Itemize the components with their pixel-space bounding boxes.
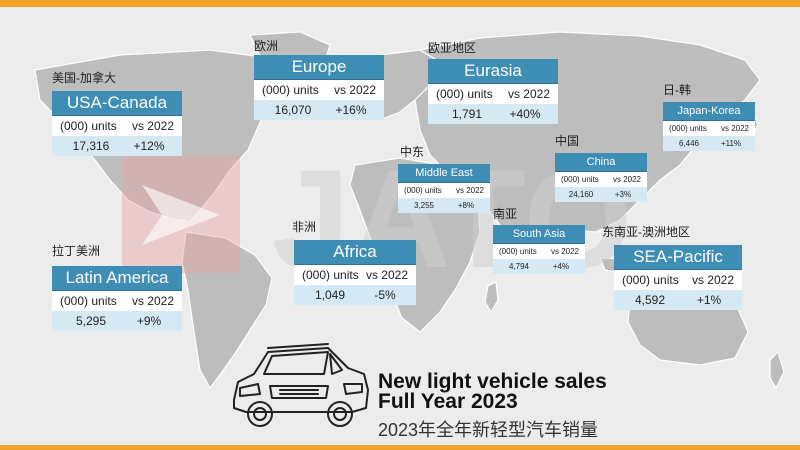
change-value: +11% (720, 139, 742, 148)
value-row: 16,070 +16% (254, 100, 384, 120)
car-icon (233, 343, 369, 427)
units-header: (000) units (60, 119, 117, 133)
column-headers: (000) units vs 2022 (52, 291, 182, 311)
vs-header: vs 2022 (131, 294, 174, 308)
region-name: China (555, 153, 647, 172)
region-box-china: 中国 China (000) units vs 2022 24,160 +3% (555, 134, 647, 202)
vs-header: vs 2022 (455, 186, 484, 195)
units-header: (000) units (622, 273, 679, 287)
region-label-cn: 非洲 (292, 220, 317, 234)
change-value: +4% (552, 262, 570, 271)
units-value: 6,446 (678, 139, 700, 148)
vs-header: vs 2022 (131, 119, 174, 133)
top-accent-bar (0, 0, 800, 7)
region-box-latin-america: 拉丁美洲 Latin America (000) units vs 2022 5,… (52, 244, 182, 331)
vs-header: vs 2022 (507, 87, 550, 101)
value-row: 17,316 +12% (52, 136, 182, 156)
vs-header: vs 2022 (365, 268, 408, 282)
region-name: South Asia (493, 225, 585, 244)
region-box-middle-east: 中东 Middle East (000) units vs 2022 3,255 +… (398, 145, 490, 213)
value-row: 3,255 +8% (398, 198, 490, 213)
units-header: (000) units (262, 83, 319, 97)
change-value: +9% (136, 314, 162, 328)
units-header: (000) units (302, 268, 359, 282)
vs-header: vs 2022 (612, 175, 641, 184)
region-label-cn: 南亚 (493, 207, 518, 221)
units-value: 4,592 (634, 293, 666, 307)
column-headers: (000) units vs 2022 (52, 116, 182, 136)
region-label-cn: 美国-加拿大 (52, 71, 116, 85)
vs-header: vs 2022 (691, 273, 734, 287)
column-headers: (000) units vs 2022 (428, 84, 558, 104)
region-name: SEA-Pacific (614, 245, 742, 270)
value-row: 1,791 +40% (428, 104, 558, 124)
region-label-cn: 欧亚地区 (428, 41, 477, 55)
units-value: 17,316 (72, 139, 110, 153)
column-headers: (000) units vs 2022 (663, 121, 755, 136)
region-name: Middle East (398, 164, 490, 183)
title-line-2: Full Year 2023 (378, 390, 518, 413)
column-headers: (000) units vs 2022 (614, 270, 742, 290)
units-value: 3,255 (413, 201, 435, 210)
region-label-cn: 欧洲 (254, 39, 279, 53)
value-row: 4,794 +4% (493, 259, 585, 274)
value-row: 24,160 +3% (555, 187, 647, 202)
column-headers: (000) units vs 2022 (493, 244, 585, 259)
column-headers: (000) units vs 2022 (254, 80, 384, 100)
region-name: Japan-Korea (663, 102, 755, 121)
units-value: 16,070 (274, 103, 312, 117)
change-value: +16% (335, 103, 367, 117)
change-value: +3% (614, 190, 632, 199)
units-header: (000) units (499, 247, 537, 256)
units-value: 1,791 (451, 107, 483, 121)
value-row: 1,049 -5% (294, 285, 416, 305)
column-headers: (000) units vs 2022 (555, 172, 647, 187)
region-label-cn: 中东 (400, 145, 425, 159)
region-label-cn: 日-韩 (663, 83, 691, 97)
title-line-1: New light vehicle sales (378, 370, 607, 393)
region-name: Africa (294, 240, 416, 265)
region-name: Eurasia (428, 59, 558, 84)
change-value: +1% (696, 293, 722, 307)
region-label-cn: 东南亚-澳洲地区 (602, 225, 690, 239)
value-row: 4,592 +1% (614, 290, 742, 310)
region-name: Europe (254, 55, 384, 80)
units-header: (000) units (60, 294, 117, 308)
units-header: (000) units (404, 186, 442, 195)
column-headers: (000) units vs 2022 (398, 183, 490, 198)
region-box-africa: 非洲 Africa (000) units vs 2022 1,049 -5% (292, 220, 416, 305)
bottom-accent-bar (0, 445, 800, 450)
region-label-cn: 中国 (555, 134, 580, 148)
value-row: 6,446 +11% (663, 136, 755, 151)
units-value: 4,794 (508, 262, 530, 271)
region-box-europe: 欧洲 Europe (000) units vs 2022 16,070 +16% (254, 39, 384, 120)
region-box-eurasia: 欧亚地区 Eurasia (000) units vs 2022 1,791 +40… (428, 41, 558, 124)
units-value: 24,160 (568, 190, 594, 199)
region-box-japan-korea: 日-韩 Japan-Korea (000) units vs 2022 6,446… (663, 83, 755, 151)
units-value: 1,049 (314, 288, 346, 302)
units-header: (000) units (669, 124, 707, 133)
change-value: +8% (457, 201, 475, 210)
units-header: (000) units (561, 175, 599, 184)
region-box-usa-canada: 美国-加拿大 USA-Canada (000) units vs 2022 17,… (52, 71, 182, 156)
change-value: +40% (509, 107, 541, 121)
vs-header: vs 2022 (550, 247, 579, 256)
column-headers: (000) units vs 2022 (294, 265, 416, 285)
change-value: +12% (133, 139, 165, 153)
region-name: Latin America (52, 266, 182, 291)
region-box-sea-pacific: 东南亚-澳洲地区 SEA-Pacific (000) units vs 2022 … (602, 225, 742, 310)
vs-header: vs 2022 (720, 124, 749, 133)
region-name: USA-Canada (52, 91, 182, 116)
value-row: 5,295 +9% (52, 311, 182, 331)
title-block: New light vehicle sales Full Year 2023 2… (378, 370, 607, 442)
region-box-south-asia: 南亚 South Asia (000) units vs 2022 4,794 +4… (493, 207, 585, 274)
units-header: (000) units (436, 87, 493, 101)
units-value: 5,295 (75, 314, 107, 328)
title-chinese: 2023年全年新轻型汽车销量 (378, 420, 599, 440)
change-value: -5% (374, 288, 396, 302)
region-label-cn: 拉丁美洲 (52, 244, 101, 258)
vs-header: vs 2022 (333, 83, 376, 97)
